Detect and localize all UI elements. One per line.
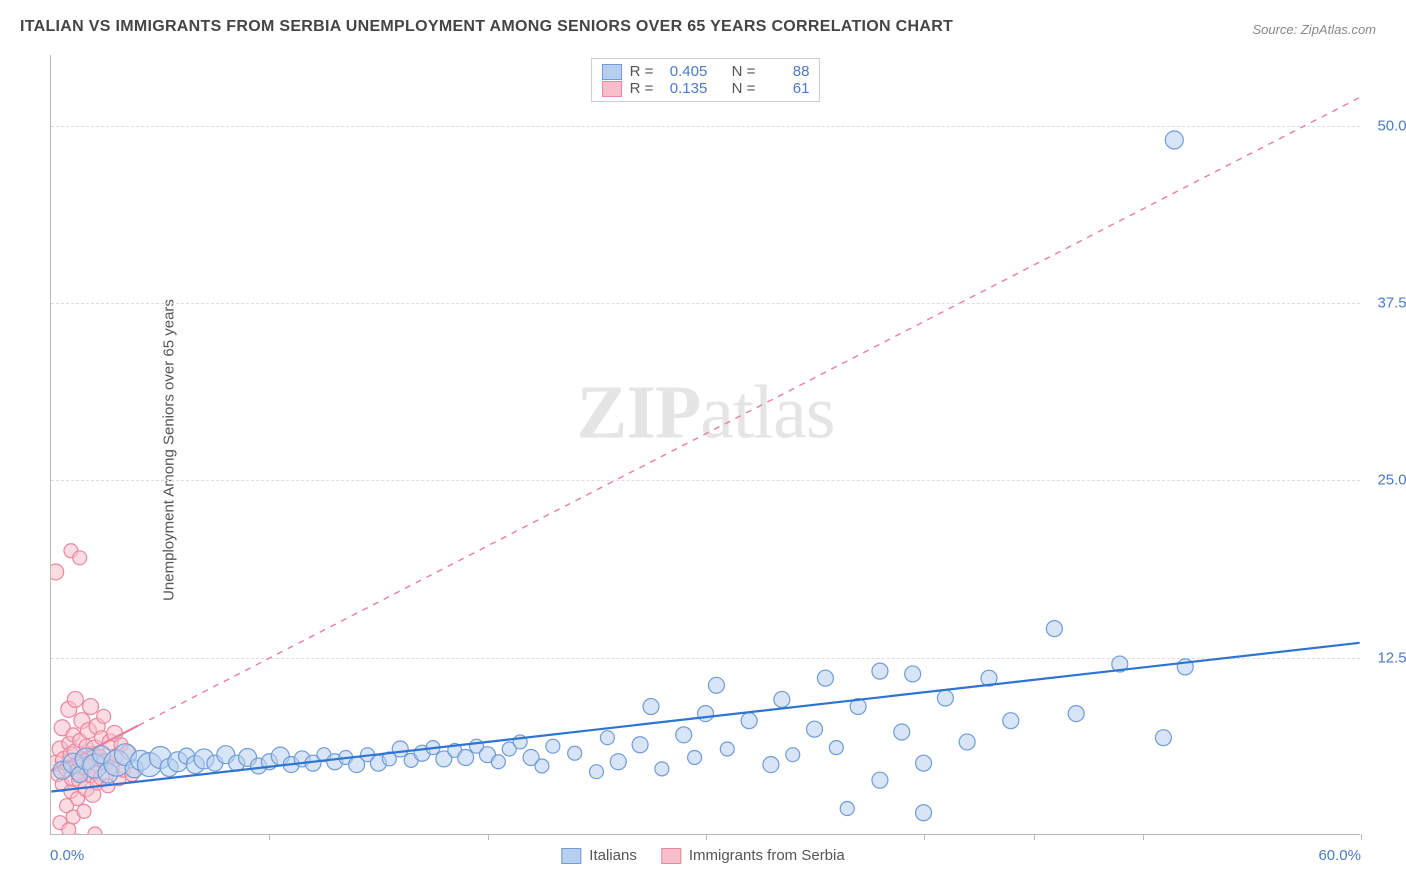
italians-point bbox=[905, 666, 921, 682]
chart-title: ITALIAN VS IMMIGRANTS FROM SERBIA UNEMPL… bbox=[20, 18, 953, 36]
legend-bottom-label: Italians bbox=[589, 847, 637, 864]
italians-point bbox=[1003, 713, 1019, 729]
legend-r-value: 0.405 bbox=[661, 63, 707, 80]
legend-bottom: Italians Immigrants from Serbia bbox=[561, 847, 844, 864]
x-tick bbox=[1361, 834, 1362, 840]
legend-r-value: 0.135 bbox=[661, 80, 707, 97]
plot-svg bbox=[51, 55, 1360, 834]
serbia-trendline-dashed bbox=[139, 97, 1360, 725]
x-tick bbox=[706, 834, 707, 840]
italians-point bbox=[535, 759, 549, 773]
italians-point bbox=[708, 677, 724, 693]
italians-point bbox=[1155, 730, 1171, 746]
italians-point bbox=[840, 802, 854, 816]
legend-swatch bbox=[561, 848, 581, 864]
serbia-point bbox=[88, 827, 102, 834]
italians-trendline bbox=[51, 643, 1359, 792]
italians-point bbox=[741, 713, 757, 729]
legend-swatch bbox=[602, 64, 622, 80]
legend-bottom-item: Italians bbox=[561, 847, 637, 864]
legend-r-label: R = bbox=[630, 63, 654, 80]
serbia-point bbox=[83, 699, 99, 715]
italians-point bbox=[698, 706, 714, 722]
y-tick-label: 12.5% bbox=[1365, 649, 1406, 666]
italians-point bbox=[600, 731, 614, 745]
italians-point bbox=[1165, 131, 1183, 149]
italians-point bbox=[916, 805, 932, 821]
italians-point bbox=[894, 724, 910, 740]
italians-point bbox=[546, 739, 560, 753]
italians-point bbox=[610, 754, 626, 770]
italians-point bbox=[763, 757, 779, 773]
italians-point bbox=[392, 741, 408, 757]
italians-point bbox=[676, 727, 692, 743]
italians-point bbox=[829, 741, 843, 755]
italians-point bbox=[916, 755, 932, 771]
x-tick bbox=[269, 834, 270, 840]
chart-source: Source: ZipAtlas.com bbox=[1252, 22, 1376, 37]
serbia-point bbox=[97, 709, 111, 723]
serbia-point bbox=[73, 551, 87, 565]
italians-point bbox=[632, 737, 648, 753]
legend-n-value: 61 bbox=[763, 80, 809, 97]
italians-point bbox=[817, 670, 833, 686]
legend-r-label: R = bbox=[630, 80, 654, 97]
legend-top: R = 0.405 N = 88 R = 0.135 N = 61 bbox=[591, 58, 821, 102]
y-tick-label: 50.0% bbox=[1365, 117, 1406, 134]
italians-point bbox=[872, 663, 888, 679]
legend-bottom-label: Immigrants from Serbia bbox=[689, 847, 845, 864]
italians-point bbox=[1068, 706, 1084, 722]
x-tick bbox=[488, 834, 489, 840]
italians-point bbox=[1046, 621, 1062, 637]
italians-point bbox=[643, 699, 659, 715]
serbia-point bbox=[77, 804, 91, 818]
italians-point bbox=[720, 742, 734, 756]
italians-point bbox=[491, 755, 505, 769]
y-tick-label: 25.0% bbox=[1365, 472, 1406, 489]
legend-n-value: 88 bbox=[763, 63, 809, 80]
italians-point bbox=[937, 690, 953, 706]
italians-point bbox=[688, 751, 702, 765]
serbia-point bbox=[67, 691, 83, 707]
italians-point bbox=[872, 772, 888, 788]
italians-point bbox=[568, 746, 582, 760]
x-tick bbox=[1034, 834, 1035, 840]
x-tick bbox=[924, 834, 925, 840]
serbia-point bbox=[62, 823, 76, 834]
italians-point bbox=[786, 748, 800, 762]
x-tick bbox=[1143, 834, 1144, 840]
italians-point bbox=[959, 734, 975, 750]
legend-swatch bbox=[602, 81, 622, 97]
italians-point bbox=[655, 762, 669, 776]
legend-n-label: N = bbox=[732, 80, 756, 97]
y-tick-label: 37.5% bbox=[1365, 295, 1406, 312]
italians-point bbox=[589, 765, 603, 779]
legend-top-row: R = 0.405 N = 88 bbox=[602, 63, 810, 80]
italians-point bbox=[807, 721, 823, 737]
legend-swatch bbox=[661, 848, 681, 864]
legend-top-row: R = 0.135 N = 61 bbox=[602, 80, 810, 97]
plot-area: ZIPatlas R =0.405 N =88R =0.135 N =61 12… bbox=[50, 55, 1360, 835]
legend-n-label: N = bbox=[732, 63, 756, 80]
italians-point bbox=[458, 750, 474, 766]
x-axis-origin: 0.0% bbox=[50, 847, 84, 864]
serbia-point bbox=[51, 564, 64, 580]
legend-bottom-item: Immigrants from Serbia bbox=[661, 847, 845, 864]
x-axis-max: 60.0% bbox=[1318, 847, 1361, 864]
italians-point bbox=[774, 691, 790, 707]
